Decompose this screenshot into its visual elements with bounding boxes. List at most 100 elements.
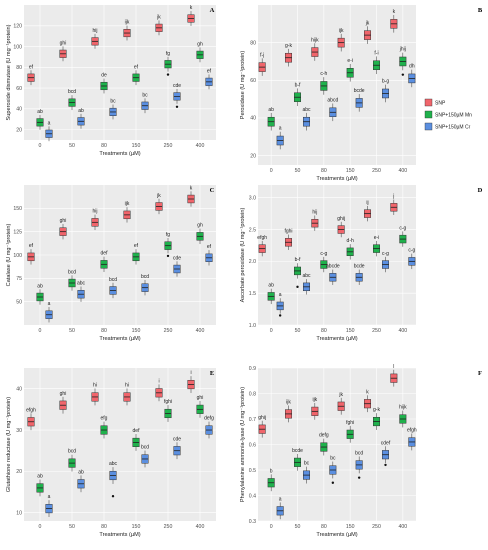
x-tick-label: 150 bbox=[132, 524, 141, 530]
box-d-1-2: c-g bbox=[320, 251, 328, 273]
significance-letter: fghi bbox=[284, 229, 292, 235]
box-e-2-5: defg bbox=[204, 416, 214, 439]
y-tick-label: 20 bbox=[16, 469, 22, 475]
x-tick-label: 80 bbox=[321, 168, 327, 174]
box-d-1-4: e-i bbox=[373, 235, 380, 257]
x-tick-label: 50 bbox=[295, 328, 301, 334]
x-tick-label: 0 bbox=[39, 524, 42, 530]
box-a-2-0: a bbox=[45, 120, 53, 142]
box-f-1-3: fghi bbox=[346, 420, 354, 443]
panel-d: 1.0 1.5 2.0 2.5 3.0 0 50 80 150 250 400 Treatments … bbox=[240, 185, 483, 342]
significance-letter: a bbox=[48, 301, 51, 307]
box-b-1-5: jhij bbox=[399, 47, 407, 71]
significance-letter: ijk bbox=[339, 28, 344, 34]
plot-background bbox=[258, 185, 416, 325]
panel-a: 20 40 60 80 100 120 0 50 80 150 250 400 Treatments (… bbox=[6, 5, 216, 157]
x-tick-label: 80 bbox=[101, 143, 107, 149]
panel-letter: C bbox=[210, 187, 215, 194]
panel-letter: E bbox=[210, 370, 214, 377]
significance-letter: bcde bbox=[354, 88, 365, 94]
significance-letter: ab bbox=[268, 107, 274, 113]
significance-letter: abcd bbox=[327, 97, 338, 103]
box-d-2-5: c-g bbox=[408, 248, 416, 270]
y-tick-label: 1.0 bbox=[249, 323, 256, 329]
significance-letter: ef bbox=[134, 243, 139, 249]
significance-letter: cdef bbox=[381, 440, 391, 446]
significance-letter: ef bbox=[29, 243, 34, 249]
x-tick-label: 150 bbox=[346, 168, 355, 174]
y-tick-label: 125 bbox=[13, 229, 22, 235]
box-f-1-2: defg bbox=[319, 433, 329, 456]
box-e-0-5: i bbox=[187, 370, 195, 393]
y-axis-title: Superoxide dismutase (U mg⁻¹protein) bbox=[6, 24, 12, 120]
box-f-2-0: a bbox=[276, 496, 284, 520]
x-tick-label: 150 bbox=[132, 328, 141, 334]
significance-letter: bcd bbox=[355, 450, 363, 456]
significance-letter: bcd bbox=[68, 449, 76, 455]
significance-letter: efgh bbox=[407, 428, 417, 434]
box-a-1-1: bcd bbox=[68, 89, 76, 111]
significance-letter: ab bbox=[37, 109, 43, 115]
y-axis-title: Peroxidase (U mg⁻¹protein) bbox=[240, 51, 246, 120]
x-tick-label: 80 bbox=[101, 524, 107, 530]
box-e-2-1: ab bbox=[77, 469, 85, 493]
significance-letter: hij bbox=[312, 209, 317, 215]
x-tick-label: 0 bbox=[270, 524, 273, 530]
x-axis-title: Treatments (µM) bbox=[316, 532, 357, 538]
y-tick-label: 150 bbox=[13, 206, 22, 212]
box-c-1-5: gh bbox=[196, 223, 204, 245]
y-tick-label: 50 bbox=[16, 299, 22, 305]
box-a-0-5: k bbox=[187, 5, 195, 26]
box-a-0-1: ghi bbox=[59, 40, 67, 62]
box-f-0-1: ijk bbox=[285, 399, 292, 423]
box-c-0-3: ijk bbox=[123, 201, 131, 223]
significance-letter: fghi bbox=[164, 399, 172, 405]
panel-c: 50 75 100 125 150 0 50 80 150 250 400 Treatments (µ… bbox=[6, 185, 216, 342]
significance-letter: d-h bbox=[347, 238, 354, 244]
y-tick-label: 120 bbox=[13, 24, 22, 30]
y-tick-label: 0.8 bbox=[249, 391, 256, 397]
panel-f: 0.3 0.4 0.5 0.6 0.7 0.8 0.9 0 50 80 150 250 400 Treat… bbox=[240, 364, 482, 538]
significance-letter: k bbox=[190, 185, 193, 191]
significance-letter: i bbox=[190, 370, 191, 376]
significance-letter: abc bbox=[302, 273, 311, 279]
box-b-2-1: abc bbox=[302, 107, 311, 131]
significance-letter: bcde bbox=[292, 448, 303, 454]
box-e-1-4: fghi bbox=[164, 399, 172, 422]
x-tick-label: 250 bbox=[372, 328, 381, 334]
outlier-point bbox=[166, 73, 170, 76]
box-e-1-0: ab bbox=[36, 474, 44, 497]
box-b-0-2: hijk bbox=[311, 37, 319, 61]
significance-letter: e-i bbox=[374, 235, 380, 241]
plot-background bbox=[258, 5, 416, 165]
box-c-1-3: ef bbox=[132, 243, 140, 265]
x-tick-label: 400 bbox=[399, 168, 408, 174]
x-tick-label: 150 bbox=[132, 143, 141, 149]
significance-letter: l bbox=[393, 364, 394, 370]
significance-letter: fg bbox=[166, 51, 170, 57]
significance-letter: hij bbox=[92, 28, 97, 34]
box-c-2-5: ef bbox=[205, 244, 213, 266]
significance-letter: g-k bbox=[285, 43, 292, 49]
box-e-0-2: hi bbox=[91, 383, 99, 406]
box-e-1-5: ghi bbox=[196, 395, 204, 418]
plot-background bbox=[24, 5, 216, 140]
y-tick-label: 40 bbox=[16, 386, 22, 392]
box-a-1-5: gh bbox=[196, 41, 204, 63]
x-tick-label: 50 bbox=[295, 168, 301, 174]
y-tick-label: 30 bbox=[16, 428, 22, 434]
x-tick-label: 50 bbox=[69, 524, 75, 530]
box-d-0-4: ij bbox=[364, 200, 371, 222]
significance-letter: bc bbox=[142, 92, 148, 98]
outlier-point bbox=[296, 285, 299, 289]
significance-letter: bcd bbox=[141, 274, 149, 280]
significance-letter: def bbox=[133, 428, 141, 434]
significance-letter: def bbox=[101, 251, 109, 257]
box-d-2-3: bcde bbox=[354, 264, 365, 285]
x-axis-title: Treatments (µM) bbox=[99, 336, 140, 342]
y-tick-label: 20 bbox=[250, 153, 256, 159]
significance-letter: a bbox=[279, 126, 282, 132]
y-axis-title: Ascorbate peroxidase (U mg⁻¹protein) bbox=[240, 208, 246, 303]
legend: SNP SNP+150µM Mn SNP+150µM Cr bbox=[424, 98, 472, 131]
box-e-1-1: bcd bbox=[68, 449, 76, 472]
